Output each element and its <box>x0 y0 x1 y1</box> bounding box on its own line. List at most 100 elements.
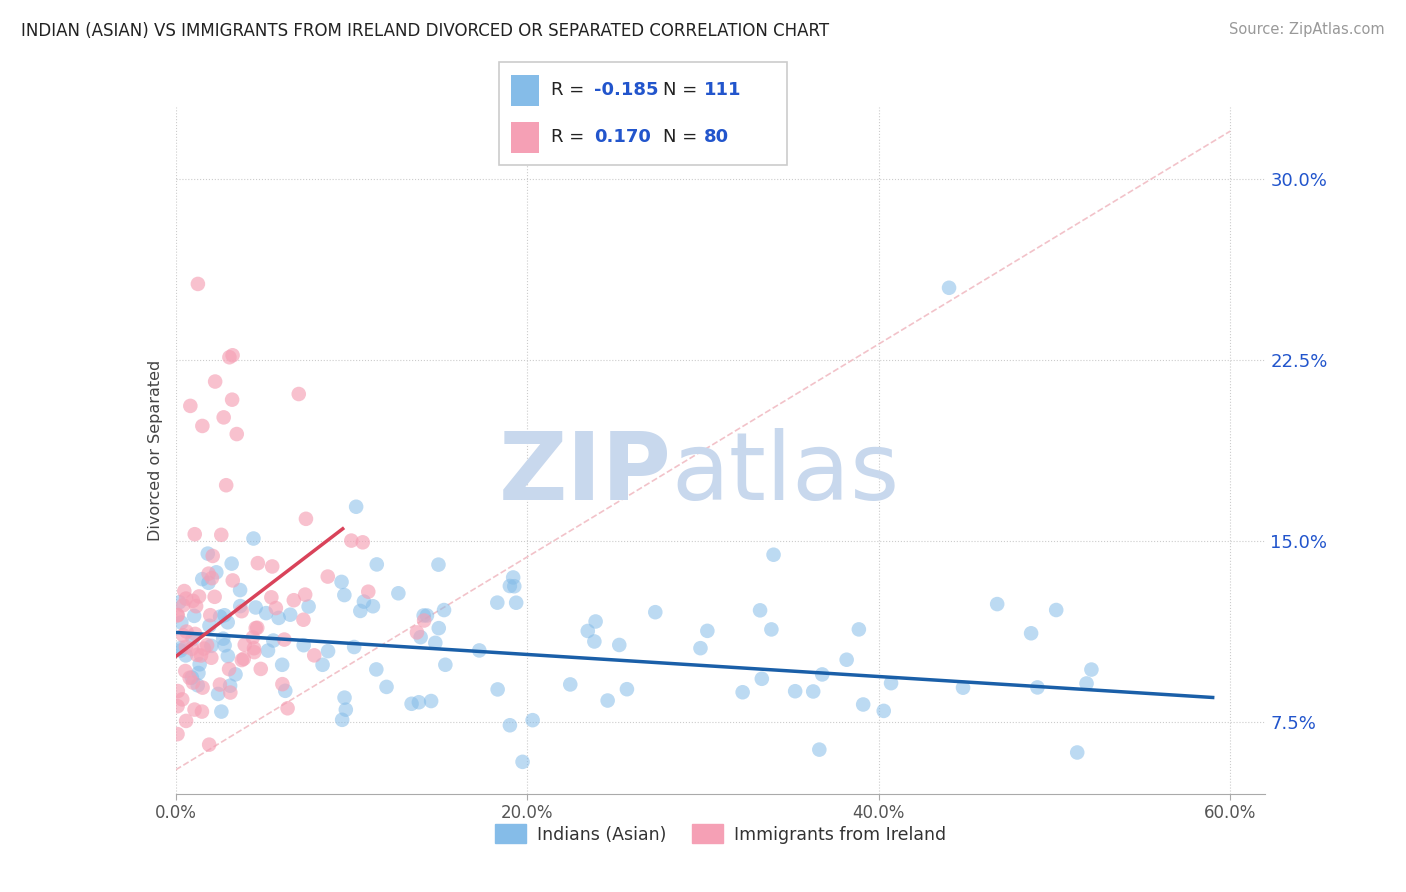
Point <box>166 727 188 741</box>
Point <box>295 512 318 526</box>
Point <box>246 621 269 635</box>
Point <box>512 755 534 769</box>
Point <box>316 569 339 583</box>
Point <box>218 662 240 676</box>
Point <box>433 603 456 617</box>
Point <box>176 624 198 639</box>
Point <box>174 664 197 678</box>
FancyBboxPatch shape <box>499 62 787 165</box>
Point <box>232 652 254 666</box>
Point <box>406 625 429 640</box>
Point <box>204 590 226 604</box>
Point <box>330 574 353 589</box>
Text: Source: ZipAtlas.com: Source: ZipAtlas.com <box>1229 22 1385 37</box>
Point <box>1080 663 1102 677</box>
Point <box>221 392 243 407</box>
Text: 0.170: 0.170 <box>595 128 651 146</box>
Point <box>225 427 247 442</box>
Point <box>207 687 229 701</box>
Point <box>560 677 582 691</box>
Point <box>174 591 197 606</box>
Point <box>205 566 228 580</box>
Point <box>254 606 277 620</box>
Point <box>231 653 253 667</box>
Point <box>297 599 319 614</box>
Point <box>274 683 297 698</box>
Point <box>204 375 226 389</box>
Point <box>186 648 208 662</box>
Text: 80: 80 <box>704 128 728 146</box>
Point <box>267 611 290 625</box>
Point <box>852 698 875 712</box>
Point <box>183 703 205 717</box>
Point <box>180 671 202 685</box>
Point <box>952 681 974 695</box>
Point <box>502 570 524 584</box>
Point <box>986 597 1008 611</box>
Point <box>170 640 193 655</box>
Point <box>761 623 783 637</box>
Point <box>200 639 222 653</box>
Point <box>751 672 773 686</box>
Point <box>357 584 380 599</box>
Point <box>212 410 235 425</box>
Point <box>166 684 188 698</box>
Point <box>245 621 267 635</box>
Point <box>785 684 807 698</box>
Point <box>229 599 252 613</box>
Point <box>181 675 204 690</box>
Point <box>277 701 299 715</box>
Point <box>172 599 194 613</box>
Point <box>184 599 207 614</box>
Text: INDIAN (ASIAN) VS IMMIGRANTS FROM IRELAND DIVORCED OR SEPARATED CORRELATION CHAR: INDIAN (ASIAN) VS IMMIGRANTS FROM IRELAN… <box>21 22 830 40</box>
Point <box>212 632 235 646</box>
Point <box>427 558 450 572</box>
Point <box>217 615 239 630</box>
Point <box>644 605 666 619</box>
Point <box>576 624 599 638</box>
Point <box>183 608 205 623</box>
Point <box>412 608 434 623</box>
Point <box>425 636 447 650</box>
Point <box>287 387 309 401</box>
Point <box>243 641 266 656</box>
Point <box>420 694 443 708</box>
Point <box>188 657 211 672</box>
Text: R =: R = <box>551 81 591 99</box>
Point <box>1045 603 1067 617</box>
Point <box>333 588 356 602</box>
Point <box>221 348 243 362</box>
Point <box>434 657 457 672</box>
Point <box>184 627 207 641</box>
Bar <box>510 75 540 105</box>
Point <box>200 650 222 665</box>
Text: N =: N = <box>664 128 703 146</box>
Point <box>353 594 375 608</box>
Point <box>808 742 831 756</box>
Point <box>180 641 202 656</box>
Point <box>166 608 188 623</box>
Point <box>249 662 271 676</box>
Point <box>219 679 242 693</box>
Point <box>366 558 388 572</box>
Text: 111: 111 <box>704 81 741 99</box>
Point <box>264 601 287 615</box>
Point <box>191 572 214 586</box>
Point <box>292 638 315 652</box>
Point <box>245 600 267 615</box>
Point <box>340 533 363 548</box>
Point <box>225 667 247 681</box>
Point <box>262 559 284 574</box>
Text: atlas: atlas <box>672 428 900 521</box>
Point <box>762 548 785 562</box>
Point <box>214 608 236 623</box>
Point <box>585 615 607 629</box>
Point <box>181 594 204 608</box>
Point <box>174 714 197 728</box>
Point <box>172 692 194 706</box>
Point <box>416 608 439 623</box>
Point <box>413 614 436 628</box>
Point <box>215 478 238 492</box>
Point <box>401 697 423 711</box>
Point <box>169 595 191 609</box>
